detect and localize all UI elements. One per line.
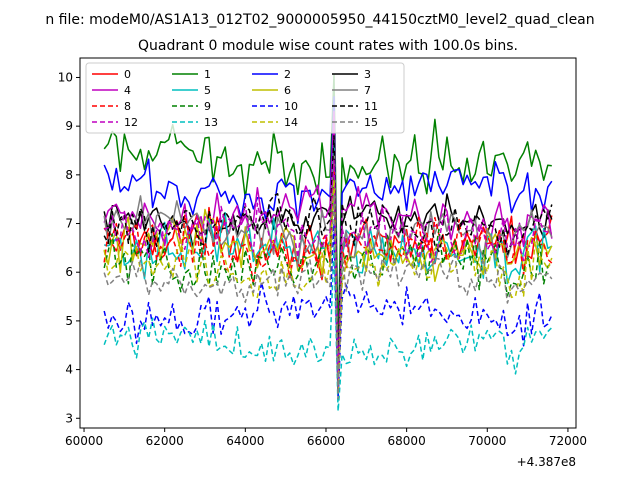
legend-label-2: 2 xyxy=(284,68,291,81)
y-tick-label: 10 xyxy=(58,70,73,84)
x-tick-label: 62000 xyxy=(146,434,184,448)
y-tick-label: 7 xyxy=(65,217,73,231)
x-tick-label: 64000 xyxy=(226,434,264,448)
y-tick-label: 3 xyxy=(65,411,73,425)
x-tick-label: 72000 xyxy=(549,434,587,448)
series-line-1 xyxy=(103,74,552,346)
legend-label-5: 5 xyxy=(204,84,211,97)
x-tick-label: 70000 xyxy=(468,434,506,448)
series-line-9 xyxy=(103,174,553,395)
x-tick-label: 66000 xyxy=(307,434,345,448)
y-tick-label: 6 xyxy=(65,265,73,279)
legend-label-14: 14 xyxy=(284,116,298,129)
legend-label-9: 9 xyxy=(204,100,211,113)
legend-label-0: 0 xyxy=(124,68,131,81)
series-line-15 xyxy=(103,193,553,400)
series-line-13 xyxy=(103,247,553,412)
x-offset-label: +4.387e8 xyxy=(517,455,576,469)
legend-label-6: 6 xyxy=(284,84,291,97)
legend-label-10: 10 xyxy=(284,100,298,113)
legend-box xyxy=(85,62,405,134)
x-tick-label: 68000 xyxy=(388,434,426,448)
y-tick-label: 4 xyxy=(65,363,73,377)
series-line-10 xyxy=(103,222,553,400)
y-tick-label: 5 xyxy=(65,314,73,328)
series-line-8 xyxy=(103,164,553,390)
x-tick-label: 60000 xyxy=(65,434,103,448)
legend-label-15: 15 xyxy=(364,116,378,129)
legend-label-8: 8 xyxy=(124,100,131,113)
figure-suptitle: n file: modeM0/AS1A13_012T02_9000005950_… xyxy=(45,12,594,28)
plot-frame xyxy=(79,57,577,429)
y-tick-label: 8 xyxy=(65,168,73,182)
series-line-12 xyxy=(103,159,553,390)
series-line-11 xyxy=(103,135,553,385)
y-tick-label: 9 xyxy=(65,119,73,133)
legend-label-12: 12 xyxy=(124,116,138,129)
series-line-14 xyxy=(103,178,553,395)
legend-label-4: 4 xyxy=(124,84,131,97)
series-line-2 xyxy=(103,96,553,390)
series-layer xyxy=(103,74,553,412)
legend-label-3: 3 xyxy=(364,68,371,81)
legend-label-13: 13 xyxy=(204,116,218,129)
chart-title: Quadrant 0 module wise count rates with … xyxy=(138,38,518,54)
legend-label-1: 1 xyxy=(204,68,211,81)
legend-label-11: 11 xyxy=(364,100,378,113)
x-axis: 60000 62000 64000 66000 68000 70000 72000 xyxy=(65,428,587,448)
series-line-0 xyxy=(103,144,553,381)
y-axis: 3 4 5 6 7 8 9 10 xyxy=(58,70,80,425)
legend-label-7: 7 xyxy=(364,84,371,97)
